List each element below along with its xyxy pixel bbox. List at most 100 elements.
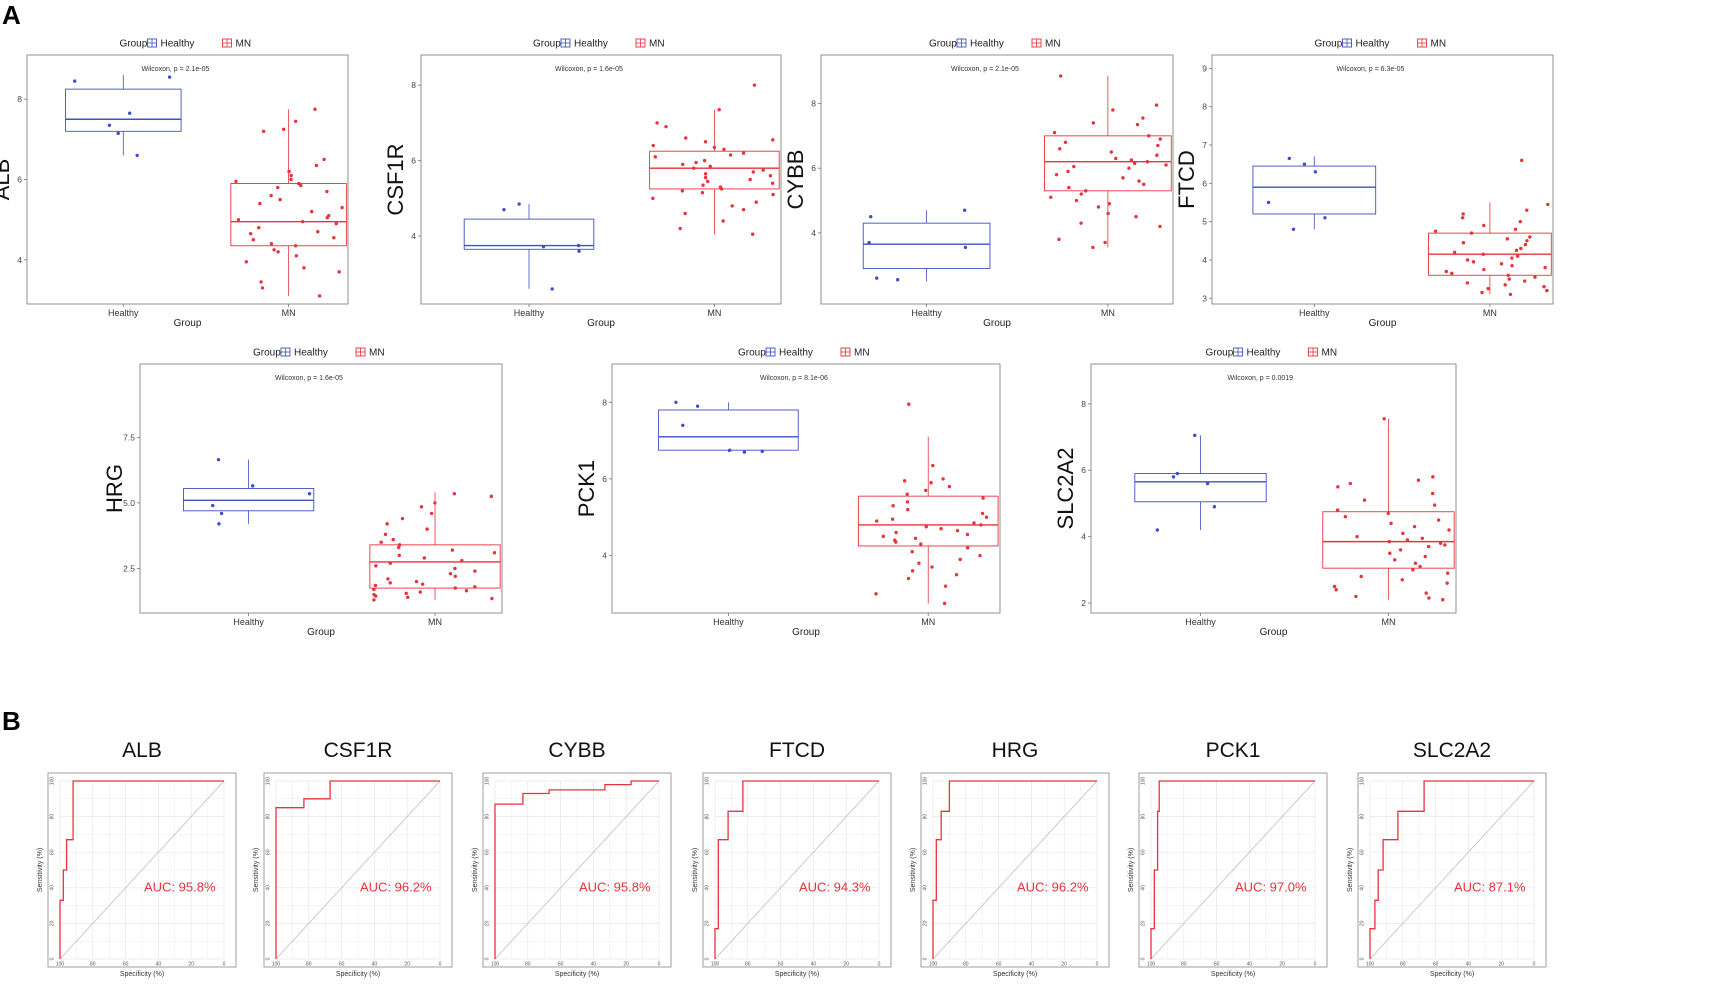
data-point-mn — [913, 536, 918, 540]
roc-diagonal — [1369, 780, 1535, 960]
y-tick-label: 20 — [1141, 920, 1147, 926]
x-tick-label: 0 — [223, 962, 226, 968]
data-point-mn — [1522, 279, 1527, 283]
data-point-mn — [1142, 182, 1146, 187]
data-point-mn — [314, 163, 319, 168]
roc-csf1r: CSF1R 100 80 60 40 20 0 0 20 40 60 80 100 Specificity… — [253, 739, 453, 978]
data-point-mn — [1499, 262, 1504, 266]
y-axis-title: Sensitivity (%) — [1128, 848, 1135, 892]
data-point-mn — [653, 155, 658, 159]
data-point-healthy — [127, 111, 132, 115]
data-point-mn — [768, 174, 773, 178]
data-point-mn — [337, 270, 341, 274]
data-point-mn — [1156, 143, 1160, 148]
data-point-mn — [748, 177, 752, 182]
y-axis-gene-label: SLC2A2 — [1053, 448, 1078, 530]
y-tick-label: 8 — [1202, 102, 1207, 112]
y-tick-label: 4 — [1081, 532, 1086, 542]
data-point-mn — [1471, 260, 1476, 264]
x-axis-title: Specificity (%) — [120, 971, 164, 978]
data-point-mn — [1514, 248, 1519, 253]
box-iqr — [1134, 473, 1267, 503]
x-tick-label: 40 — [811, 962, 817, 968]
data-point-mn — [1506, 273, 1510, 277]
data-point-mn — [875, 519, 879, 523]
data-point-mn — [332, 236, 336, 240]
data-point-mn — [1145, 160, 1150, 164]
y-tick-label: 60 — [1360, 849, 1366, 855]
y-axis-title: Sensitivity (%) — [253, 848, 260, 892]
data-point-mn — [1121, 176, 1125, 180]
box-mn — [369, 492, 501, 600]
roc-title: CSF1R — [324, 739, 393, 762]
data-point-mn — [1334, 588, 1338, 592]
data-point-mn — [1401, 531, 1405, 536]
data-point-healthy — [135, 153, 139, 158]
plot-frame — [26, 54, 349, 305]
data-point-healthy — [1205, 481, 1210, 486]
data-point-mn — [958, 557, 962, 562]
data-point-healthy — [1287, 156, 1291, 161]
plot-frame — [139, 363, 503, 614]
data-point-mn — [414, 579, 419, 584]
data-point-mn — [374, 594, 378, 598]
data-point-healthy — [576, 243, 581, 248]
box-iqr — [1322, 511, 1455, 569]
data-point-mn — [651, 143, 655, 148]
x-tick-label: 80 — [90, 962, 96, 968]
data-point-mn — [919, 542, 923, 546]
data-point-mn — [1482, 223, 1486, 228]
x-tick-label: 0 — [1096, 962, 1099, 968]
data-point-mn — [1107, 202, 1112, 206]
x-tick-label: 100 — [929, 962, 938, 968]
data-point-mn — [770, 181, 775, 185]
data-point-healthy — [1291, 227, 1296, 231]
legend-label-healthy: Healthy — [161, 39, 195, 50]
data-point-healthy — [577, 249, 581, 253]
data-point-mn — [1400, 578, 1404, 582]
data-point-mn — [1515, 254, 1520, 258]
x-tick-label: 0 — [878, 962, 881, 968]
y-tick-label: 100 — [485, 777, 491, 786]
roc-curve — [932, 780, 1097, 959]
x-tick-label: 100 — [711, 962, 720, 968]
data-point-mn — [453, 586, 457, 590]
data-point-mn — [272, 248, 276, 252]
legend-label-mn: MN — [1431, 39, 1447, 50]
data-point-mn — [708, 164, 712, 168]
roc-diagonal — [714, 780, 880, 960]
data-point-mn — [269, 193, 273, 198]
data-point-mn — [1084, 189, 1088, 193]
x-axis-title: Group — [174, 318, 202, 329]
data-point-mn — [1432, 503, 1437, 507]
boxplot-alb: Group Healthy MN Wilcoxon, p = 2.1e-05 4 6 8 AL… — [0, 39, 349, 329]
box-iqr — [857, 495, 999, 547]
legend-label-healthy: Healthy — [779, 348, 813, 359]
data-point-mn — [1074, 198, 1079, 203]
data-point-healthy — [1175, 471, 1180, 476]
box-healthy — [862, 210, 991, 282]
roc-title: FTCD — [769, 739, 825, 762]
x-axis-title: Specificity (%) — [1430, 971, 1474, 978]
roc-curve — [59, 780, 224, 959]
data-point-mn — [1518, 219, 1523, 224]
data-point-mn — [464, 589, 469, 593]
data-point-mn — [391, 537, 395, 542]
data-point-mn — [1063, 140, 1068, 145]
data-point-mn — [906, 576, 911, 581]
data-point-mn — [705, 179, 710, 184]
data-point-mn — [340, 205, 344, 210]
data-point-mn — [700, 191, 705, 195]
data-point-healthy — [307, 492, 312, 496]
data-point-mn — [418, 590, 422, 594]
y-tick-label: 0 — [50, 957, 56, 960]
data-point-mn — [293, 244, 298, 248]
data-point-mn — [289, 177, 293, 182]
box-iqr — [230, 183, 347, 247]
data-point-mn — [754, 200, 758, 204]
data-point-healthy — [1193, 433, 1197, 438]
data-point-mn — [1354, 594, 1358, 599]
data-point-mn — [680, 189, 685, 193]
y-axis-title: Sensitivity (%) — [1347, 848, 1354, 892]
